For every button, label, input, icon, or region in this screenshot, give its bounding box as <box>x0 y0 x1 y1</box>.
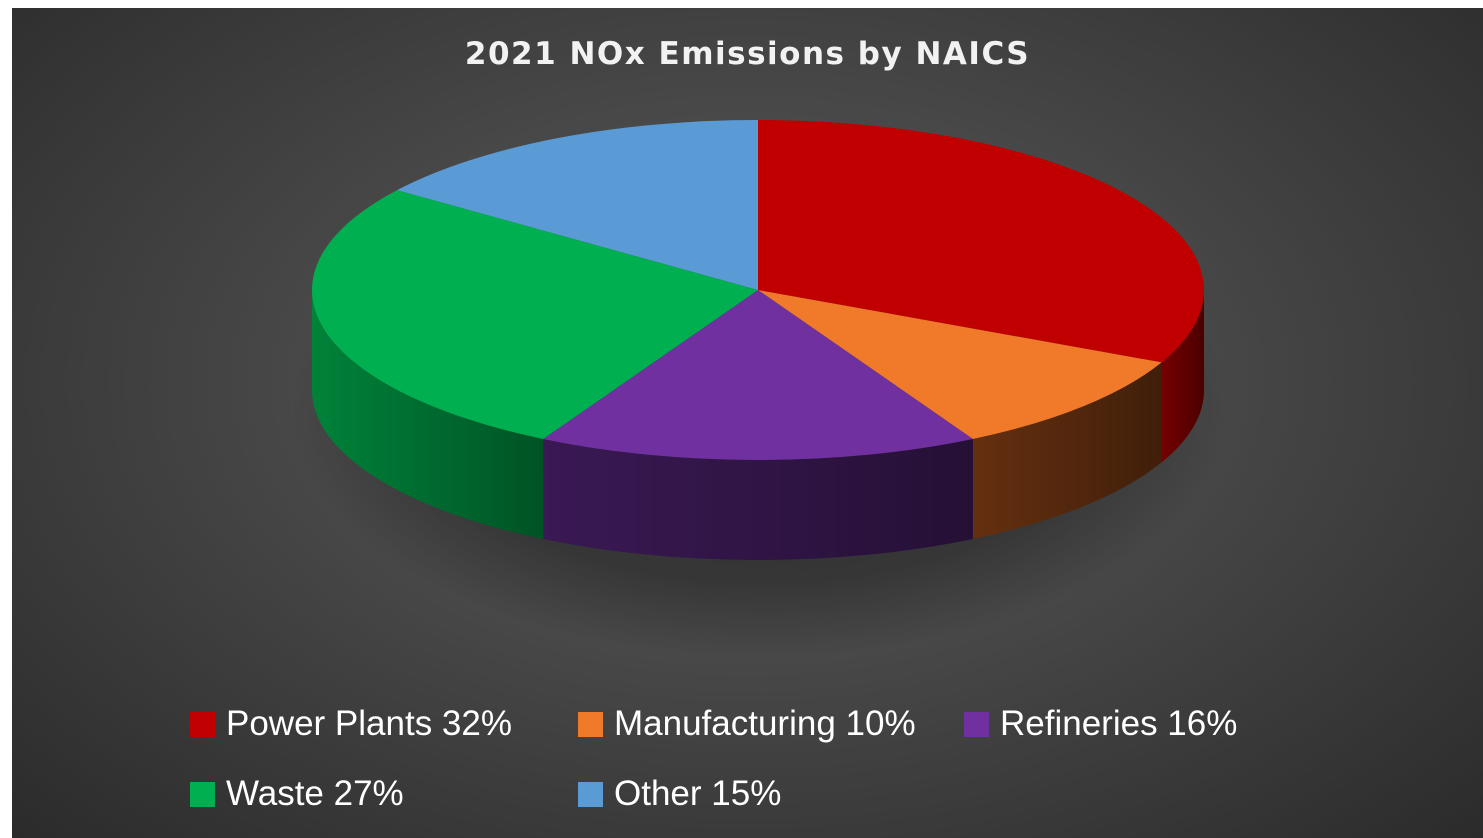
chart-area: 2021 NOx Emissions by NAICS Power Plants… <box>12 8 1483 838</box>
legend-item-other: Other 15% <box>578 774 781 814</box>
legend-swatch-power-plants <box>190 711 215 737</box>
legend-item-refineries: Refineries 16% <box>964 704 1237 744</box>
pie-chart <box>290 120 1230 658</box>
pie-slice-waste <box>312 190 758 439</box>
pie-side-shade-power-plants <box>1161 290 1204 463</box>
pie-side-shade-waste <box>312 290 544 539</box>
legend-item-power-plants: Power Plants 32% <box>190 704 512 744</box>
pie-side-shade-refineries <box>543 438 973 560</box>
legend-swatch-other <box>578 781 603 807</box>
legend-item-waste: Waste 27% <box>190 774 404 814</box>
pie-slice-manufacturing <box>758 290 1162 439</box>
chart-title: 2021 NOx Emissions by NAICS <box>464 36 1031 72</box>
legend-label-refineries: Refineries 16% <box>1000 704 1238 743</box>
legend-label-manufacturing: Manufacturing 10% <box>614 704 916 743</box>
pie-side-shade-manufacturing <box>972 362 1162 539</box>
pie-top <box>312 120 1204 460</box>
pie-slice-refineries <box>543 290 973 460</box>
legend-item-manufacturing: Manufacturing 10% <box>578 704 916 744</box>
legend-swatch-refineries <box>964 711 989 737</box>
legend-swatch-manufacturing <box>578 711 603 737</box>
legend-label-other: Other 15% <box>614 774 782 813</box>
pie-sides <box>312 290 1204 560</box>
pie-slice-power-plants <box>758 120 1204 363</box>
legend-swatch-waste <box>190 781 215 807</box>
legend-label-power-plants: Power Plants 32% <box>226 704 512 743</box>
pie-slice-other <box>397 120 758 290</box>
legend-label-waste: Waste 27% <box>226 774 404 813</box>
